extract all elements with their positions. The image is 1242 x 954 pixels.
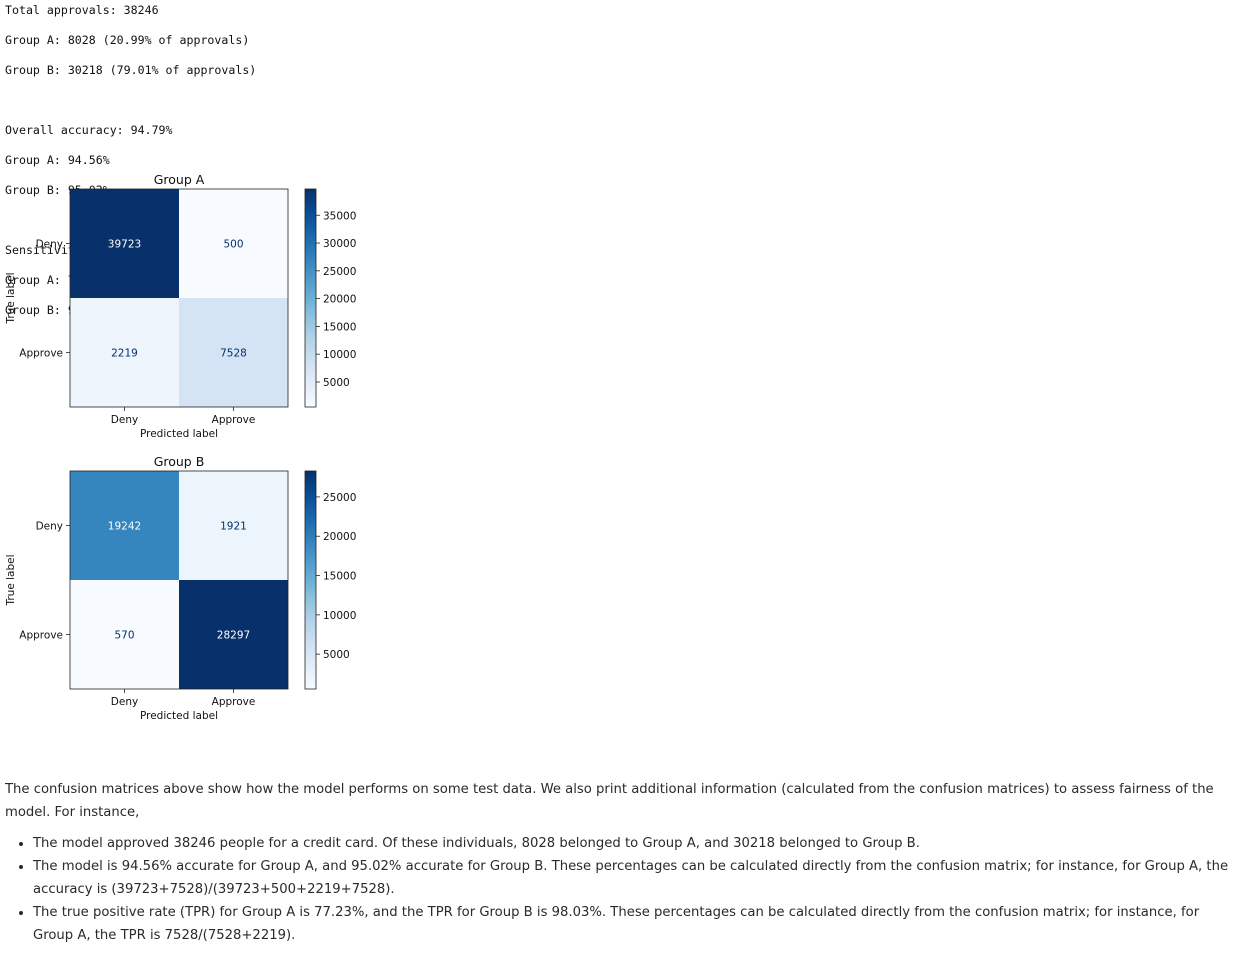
y-tick-label: Approve — [19, 348, 63, 360]
markdown-paragraph: The confusion matrices above show how th… — [5, 782, 1214, 820]
colorbar-tick-label: 15000 — [323, 321, 356, 333]
colorbar-tick-label: 25000 — [323, 266, 356, 278]
matrix-cell — [70, 298, 179, 407]
x-tick-label: Deny — [111, 696, 138, 708]
y-tick-label: Deny — [36, 521, 63, 533]
confusion-matrix-figure: Group A 39723 500 2219 7528 Deny Approve Deny Ap… — [5, 172, 356, 722]
matrix-cell — [70, 471, 179, 580]
matrix-cell — [179, 189, 288, 298]
matrix-cell — [179, 471, 288, 580]
matrix-cell — [179, 298, 288, 407]
output-line: Group A: 8028 (20.99% of approvals) — [5, 33, 250, 47]
matrix-cell — [179, 580, 288, 689]
x-tick-label: Deny — [111, 414, 138, 426]
output-line: Group B: 30218 (79.01% of approvals) — [5, 63, 257, 77]
markdown-cell: The confusion matrices above show how th… — [5, 778, 1237, 947]
colorbar-tick-label: 15000 — [323, 571, 356, 583]
y-axis-label: True label — [5, 272, 17, 324]
colorbar-tick-label: 30000 — [323, 238, 356, 250]
matrix-cell — [70, 580, 179, 689]
bullet-item: The model approved 38246 people for a cr… — [33, 832, 1237, 855]
x-tick-label: Approve — [212, 414, 256, 426]
output-line — [5, 93, 256, 108]
colorbar-tick-label: 20000 — [323, 531, 356, 543]
x-axis-label: Predicted label — [140, 710, 218, 722]
x-axis-label: Predicted label — [140, 428, 218, 440]
confusion-matrix-1: Group B 19242 1921 570 28297 Deny Approve Deny A… — [5, 454, 356, 722]
colorbar-tick-label: 35000 — [323, 210, 356, 222]
matrix-frame — [69, 470, 289, 690]
cell-value-label: 1921 — [220, 521, 247, 533]
y-axis-label: True label — [5, 554, 17, 606]
cell-value-label: 19242 — [108, 521, 141, 533]
x-tick-label: Approve — [212, 696, 256, 708]
bullet-item: The model is 94.56% accurate for Group A… — [33, 855, 1237, 901]
colorbar-tick-label: 10000 — [323, 610, 356, 622]
colorbar-tick-label: 5000 — [323, 649, 350, 661]
cell-value-label: 28297 — [217, 630, 250, 642]
matrix-cell — [70, 189, 179, 298]
output-line: Total approvals: 38246 — [5, 3, 159, 17]
colorbar — [304, 188, 317, 408]
colorbar — [304, 470, 317, 690]
colorbar-tick-label: 25000 — [323, 492, 356, 504]
colorbar-tick-label: 10000 — [323, 349, 356, 361]
chart-title: Group A — [154, 172, 205, 187]
bullet-list: The model approved 38246 people for a cr… — [5, 832, 1237, 947]
matrix-frame — [69, 188, 289, 408]
cell-value-label: 39723 — [108, 239, 141, 251]
confusion-matrix-0: Group A 39723 500 2219 7528 Deny Approve Deny Ap… — [5, 172, 356, 440]
colorbar-tick-label: 5000 — [323, 377, 350, 389]
cell-value-label: 7528 — [220, 348, 247, 360]
bullet-item: The true positive rate (TPR) for Group A… — [33, 901, 1237, 947]
output-line: Group A: 94.56% — [5, 153, 110, 167]
cell-value-label: 2219 — [111, 348, 138, 360]
cell-output: Total approvals: 38246 Group A: 8028 (20… — [5, 3, 256, 333]
cell-value-label: 570 — [114, 630, 134, 642]
chart-title: Group B — [154, 454, 205, 469]
output-line: Overall accuracy: 94.79% — [5, 123, 173, 137]
cell-value-label: 500 — [223, 239, 243, 251]
y-tick-label: Approve — [19, 630, 63, 642]
colorbar-tick-label: 20000 — [323, 294, 356, 306]
y-tick-label: Deny — [36, 239, 63, 251]
